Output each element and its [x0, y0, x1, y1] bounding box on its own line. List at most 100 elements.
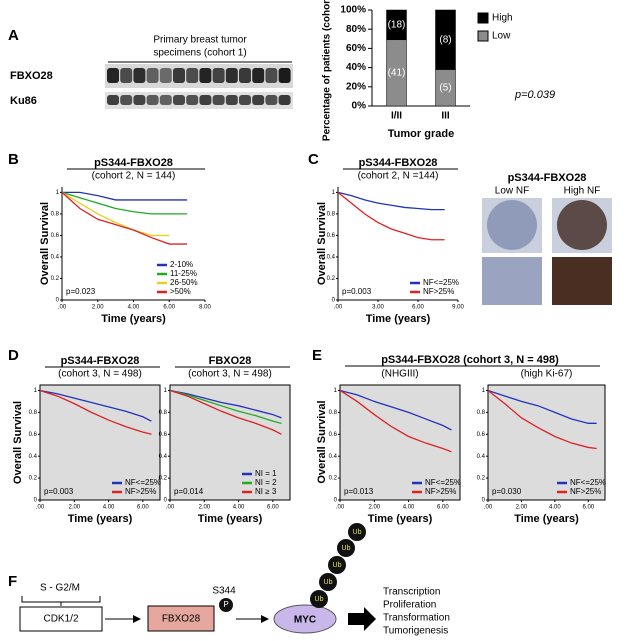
y-axis-label: Overall Survival: [316, 400, 328, 483]
survival-curve: [39, 389, 152, 422]
blot-band: [199, 68, 212, 83]
survival-curve: [337, 191, 445, 241]
ubiquitin: [337, 539, 355, 557]
outcome: Tumorigenesis: [383, 626, 448, 637]
y-tick-label: 1: [332, 190, 336, 196]
y-tick-label: 100%: [340, 5, 366, 16]
y-tick-label: 0%: [352, 101, 367, 112]
x-tick-label: 4.00: [549, 505, 561, 511]
ihc-core: [557, 200, 607, 250]
blot-band: [133, 95, 146, 105]
y-tick-label: 0.2: [327, 276, 336, 282]
panel-label: A: [8, 27, 19, 44]
y-tick-label: 0.2: [477, 476, 486, 482]
legend-label: NI = 1: [255, 469, 277, 478]
big-arrow: [348, 607, 376, 631]
y-tick-label: 0.6: [29, 432, 38, 438]
chart-title: pS344-FBXO28: [61, 355, 140, 367]
plot-area: [487, 384, 606, 501]
x-tick-label: III: [441, 111, 450, 122]
y-tick-label: 0: [482, 498, 486, 504]
legend-label: NF>25%: [425, 487, 456, 496]
blot-band: [239, 95, 251, 105]
blot-band: [173, 95, 185, 105]
survival-curve: [169, 389, 282, 435]
ubiquitin-label: Ub: [353, 529, 362, 536]
x-tick-label: 6.00: [437, 505, 449, 511]
brace: [21, 596, 101, 606]
legend-label: NF<=25%: [425, 478, 461, 487]
blot-band: [225, 95, 238, 105]
survival-curve: [62, 191, 188, 201]
x-tick-label: 2.00: [368, 505, 380, 511]
annotation: p=0.023: [66, 287, 96, 296]
legend-label: NF<=25%: [125, 478, 161, 487]
y-tick-label: 1: [334, 388, 338, 394]
survival-curve: [169, 389, 282, 424]
x-axis-label: Time (years): [101, 313, 166, 325]
blot-title: specimens (cohort 1): [153, 48, 246, 59]
y-tick-label: 0.8: [29, 410, 38, 416]
legend-label: NF>25%: [423, 287, 454, 296]
survival-curve: [169, 389, 282, 419]
panel-label: F: [8, 573, 17, 590]
y-tick-label: 80%: [346, 24, 366, 35]
y-tick-label: 0.4: [327, 255, 336, 261]
x-tick-label: 6.00: [267, 505, 279, 511]
y-tick-label: 1: [56, 190, 60, 196]
x-tick-label: 9.00: [452, 305, 464, 311]
y-tick-label: 1: [34, 388, 38, 394]
y-tick-label: 0: [332, 298, 336, 304]
y-axis-label: Overall Survival: [12, 401, 24, 484]
annotation: p=0.003: [342, 287, 372, 296]
chart-subtitle: (NHGIII): [381, 369, 418, 380]
x-axis-label: Tumor grade: [388, 128, 454, 140]
x-tick-label: 4.00: [128, 305, 140, 311]
chart-subtitle: (cohort 3, N = 498): [188, 369, 272, 380]
ubiquitin: [319, 573, 337, 591]
legend-label: Low: [492, 31, 511, 42]
outcome: Transcription: [383, 587, 440, 598]
blot-band: [159, 68, 172, 83]
blot-band: [146, 68, 159, 83]
x-tick-label: .00: [336, 505, 345, 511]
phospho-dot: [219, 598, 233, 612]
x-tick-label: 2.00: [198, 505, 210, 511]
survival-curve: [61, 191, 170, 237]
outcome: Proliferation: [383, 600, 436, 611]
survival-curve: [337, 191, 445, 211]
blot-band: [120, 68, 133, 83]
y-tick-label: 0: [164, 498, 168, 504]
y-tick-label: 0: [334, 498, 338, 504]
y-tick-label: 0.2: [159, 476, 168, 482]
site-label: S344: [212, 586, 236, 597]
x-tick-label: 3.00: [372, 305, 384, 311]
y-tick-label: 0.4: [51, 255, 60, 261]
y-tick-label: 1: [164, 388, 168, 394]
x-axis-label: Time (years): [366, 313, 431, 325]
x-tick-label: 6.00: [163, 305, 175, 311]
y-tick-label: 0.6: [329, 432, 338, 438]
blot-band: [199, 95, 212, 105]
legend-label: NI = 2: [255, 478, 277, 487]
ubiquitin-label: Ub: [324, 579, 333, 586]
ihc-core: [487, 200, 537, 250]
ubiquitin: [328, 556, 346, 574]
blot-band: [265, 68, 278, 83]
chart-subtitle: (high Ki-67): [521, 369, 573, 380]
y-tick-label: 40%: [346, 62, 366, 73]
y-tick-label: 0.6: [477, 432, 486, 438]
ihc-column: High NF: [564, 186, 601, 197]
y-axis-label: Overall Survival: [316, 202, 328, 285]
ubiquitin-label: Ub: [342, 545, 351, 552]
x-tick-label: .00: [58, 305, 67, 311]
substrate-ellipse: [273, 604, 337, 634]
ubiquitin-label: Ub: [333, 562, 342, 569]
survival-curve: [487, 389, 597, 424]
legend-label: 11-25%: [170, 269, 197, 278]
kinase-box: [19, 606, 103, 632]
ligase-label: FBXO28: [162, 614, 201, 625]
blot-band: [252, 68, 265, 83]
y-tick-label: 0.6: [51, 233, 60, 239]
